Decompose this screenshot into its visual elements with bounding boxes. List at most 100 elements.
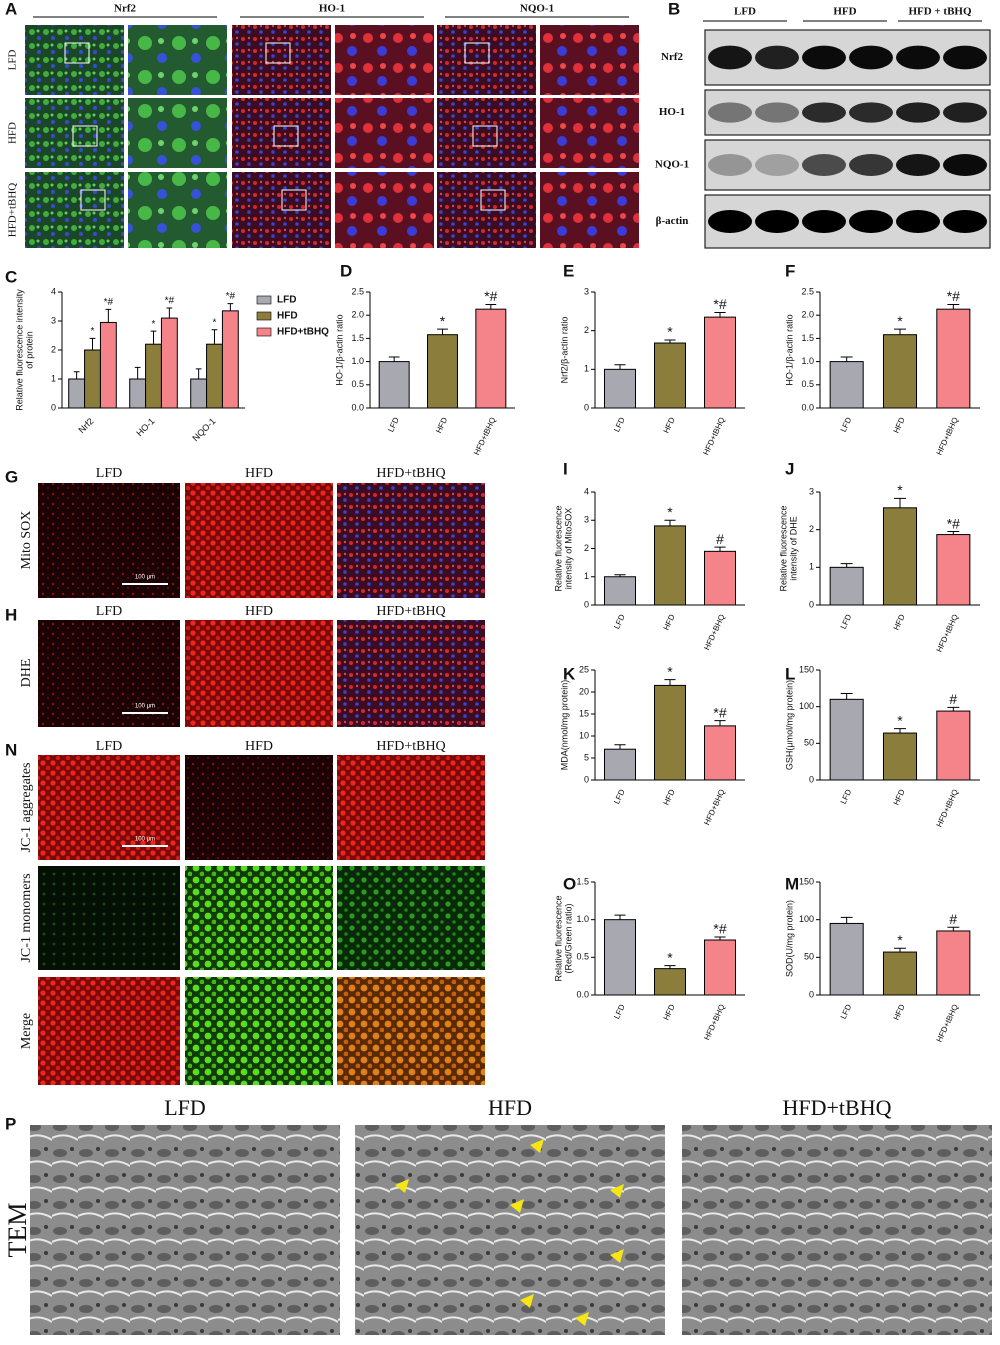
significance-label: * — [897, 712, 903, 728]
x-tick-label: HFD — [892, 1003, 907, 1022]
y-axis-label: MDA(nmol/mg protein) — [559, 680, 569, 771]
bar — [604, 576, 636, 606]
bar — [704, 725, 736, 781]
error-bar — [614, 744, 626, 750]
y-tick-label: 5 — [584, 752, 589, 762]
bar — [654, 968, 686, 996]
y-tick-label: 0 — [584, 774, 589, 784]
legend-label: HFD+tBHQ — [277, 327, 329, 338]
x-tick-label: NQO-1 — [190, 416, 217, 443]
column-header: HFD+tBHQ — [376, 466, 445, 481]
bar — [704, 550, 736, 606]
blot-band — [943, 154, 987, 176]
significance-label: * — [667, 663, 673, 679]
x-tick-label: HFD+BHQ — [702, 613, 726, 652]
blot-band — [708, 209, 752, 234]
micrograph — [25, 25, 124, 95]
arrow — [610, 1184, 624, 1198]
micrograph — [38, 977, 180, 1085]
blot-band — [849, 45, 893, 70]
panel-letter: L — [785, 664, 795, 683]
error-bar — [840, 356, 853, 362]
group-header: LFD — [734, 6, 756, 18]
significance-label: *# — [165, 296, 175, 307]
arrow — [575, 1312, 589, 1326]
micrograph — [540, 98, 639, 168]
blot-band — [708, 45, 752, 70]
y-tick-label: 20 — [579, 686, 589, 696]
scale-bar-label: 100 μm — [135, 575, 155, 581]
error-bar — [714, 936, 726, 941]
row-label: HO-1 — [659, 106, 685, 118]
error-bar — [894, 328, 906, 335]
y-tick-label: 100 — [799, 701, 814, 711]
row-label: TEM — [3, 1203, 32, 1258]
significance-label: *# — [104, 297, 114, 308]
y-tick-label: 50 — [804, 738, 814, 748]
y-axis-label: Relative fluorescence — [553, 505, 563, 591]
x-tick-label: HFD — [662, 788, 677, 807]
bar — [604, 748, 636, 781]
y-axis-label: intensity of MitoSOX — [563, 508, 573, 590]
panel-letter: C — [5, 267, 17, 286]
blot-strip — [704, 139, 991, 191]
y-tick-label: 50 — [804, 952, 814, 962]
error-bar — [840, 563, 853, 568]
x-tick-label: LFD — [612, 788, 627, 806]
blot-band — [943, 102, 987, 123]
micrograph — [437, 98, 536, 168]
x-tick-label: LFD — [839, 416, 854, 434]
micrograph — [38, 483, 180, 598]
arrow — [395, 1179, 409, 1193]
panel-letter: O — [563, 874, 576, 893]
y-tick-label: 0 — [809, 599, 814, 609]
column-header: LFD — [96, 739, 122, 754]
row-label: Nrf2 — [661, 51, 683, 63]
y-tick-label: 25 — [579, 664, 589, 674]
y-axis-label: intensity of DHE — [788, 516, 798, 581]
scale-bar-label: 100 μm — [135, 704, 155, 710]
column-header: LFD — [164, 1095, 206, 1120]
blot-strip — [704, 194, 991, 249]
significance-label: * — [667, 949, 673, 965]
bar — [704, 939, 736, 996]
significance-label: *# — [947, 288, 960, 304]
y-tick-label: 0.0 — [576, 989, 589, 999]
row-label: JC-1 aggregates — [19, 763, 34, 853]
bar — [427, 334, 458, 409]
column-header: HO-1 — [319, 3, 345, 15]
blot-band — [755, 102, 799, 123]
significance-label: * — [440, 313, 446, 329]
error-bar — [664, 339, 676, 344]
micrograph — [232, 98, 331, 168]
significance-label: * — [152, 319, 156, 330]
column-header: HFD — [488, 1095, 532, 1120]
column-header: HFD+tBHQ — [376, 604, 445, 619]
row-label: Merge — [19, 1013, 34, 1049]
error-bar — [714, 720, 726, 726]
micrograph — [335, 98, 434, 168]
x-tick-label: HFD — [662, 416, 677, 435]
arrow — [510, 1199, 524, 1213]
y-tick-label: 0.0 — [351, 402, 364, 412]
y-axis-label: (Red/Green ratio) — [563, 903, 573, 973]
blot-band — [849, 102, 893, 123]
micrograph — [38, 620, 180, 727]
error-bar — [664, 519, 676, 526]
error-bar — [947, 531, 960, 535]
micrograph — [38, 755, 180, 860]
error-bar — [947, 926, 960, 931]
micrograph — [128, 172, 227, 248]
bar — [829, 922, 864, 996]
significance-label: * — [667, 324, 673, 340]
bar — [829, 698, 864, 781]
bar — [704, 316, 736, 409]
y-tick-label: 2 — [51, 344, 56, 354]
group-header: HFD — [833, 6, 856, 18]
panel-letter: B — [668, 0, 680, 18]
significance-label: * — [213, 317, 217, 328]
significance-label: # — [716, 531, 724, 547]
micrograph — [355, 1125, 665, 1335]
legend-swatch — [256, 327, 272, 337]
